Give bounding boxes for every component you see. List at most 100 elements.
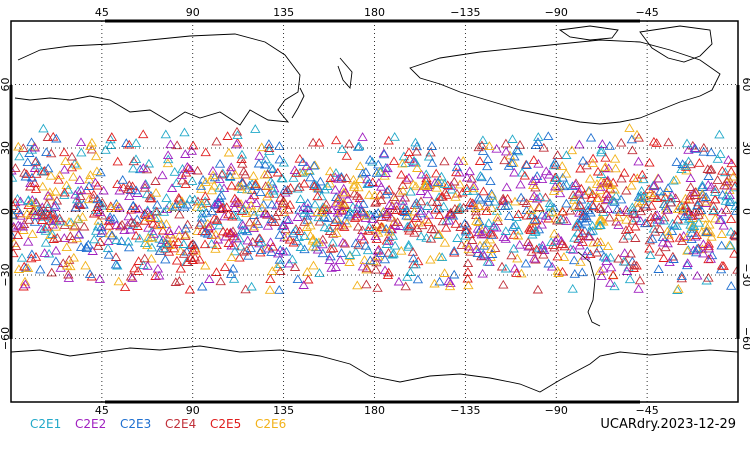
observation-marker [446,181,457,190]
observation-marker [602,176,613,186]
observation-marker [370,197,381,207]
observation-marker [411,146,422,156]
observation-marker [408,179,419,189]
observation-marker [403,211,414,221]
observation-marker [213,198,224,208]
observation-marker [561,168,572,178]
observation-marker [38,123,49,133]
observation-marker [242,235,253,245]
observation-marker [211,215,223,224]
observation-marker [123,242,135,252]
observation-marker [561,198,572,208]
observation-marker [240,284,251,294]
observation-marker [263,243,274,253]
observation-marker [294,182,305,191]
observation-marker [609,197,620,206]
observation-marker [570,180,581,189]
lon-tick-label-bottom: 90 [186,404,200,417]
observation-marker [124,139,135,149]
observation-marker [703,241,714,251]
greenland-coast [639,25,713,63]
observation-marker [311,237,322,247]
observation-marker [569,255,580,265]
observation-marker [496,261,508,271]
observation-marker [264,146,275,155]
observation-marker [613,212,624,222]
observation-marker [440,222,452,232]
legend-item-c2e6: C2E6 [255,417,287,431]
observation-marker [81,241,92,251]
lat-tick-label-right: 30 [740,141,750,155]
observation-marker [635,206,646,216]
observation-marker [125,217,137,227]
observation-marker [162,150,174,160]
observation-marker [236,154,247,163]
observation-marker [205,221,216,231]
observation-marker [272,167,283,177]
observation-marker [73,229,84,239]
observation-marker [187,255,198,264]
observation-marker [605,278,616,287]
observation-marker [610,163,621,173]
observation-marker [331,135,342,145]
observation-marker [378,149,390,159]
observation-marker [480,201,491,211]
observation-marker [408,157,420,167]
observation-marker [692,243,703,253]
observation-marker [549,228,560,238]
observation-marker [596,147,607,157]
observation-marker [251,216,262,226]
observation-marker [714,215,725,224]
observation-marker [237,225,248,235]
observation-marker [638,174,649,184]
observation-marker [209,213,220,223]
observation-marker [498,279,509,289]
observation-marker [397,180,408,189]
observation-marker [11,241,22,250]
observation-marker [330,168,342,177]
observation-marker [37,211,49,221]
observation-marker [483,196,494,206]
observation-marker [683,156,694,166]
observation-marker [175,198,186,208]
observation-marker [636,186,647,195]
observation-marker [364,190,375,199]
observation-marker [672,204,683,213]
observation-marker [401,210,412,220]
observation-marker [305,207,316,217]
observation-marker [55,263,66,272]
observation-marker [371,168,382,177]
observation-marker [111,235,122,245]
observation-marker [339,222,350,231]
observation-marker [436,191,447,201]
observation-marker [130,185,142,195]
observation-marker [429,224,440,234]
observation-marker [202,228,214,238]
observation-marker [245,243,256,252]
observation-marker [441,190,452,199]
observation-marker [199,227,211,237]
observation-marker [410,213,421,222]
observation-marker [78,199,89,209]
observation-marker [175,263,186,273]
observation-marker [565,205,576,215]
observation-marker [592,166,604,176]
observation-marker [460,230,471,240]
observation-marker [317,248,328,258]
observation-marker [355,174,366,183]
observation-marker [273,248,284,258]
observation-marker [645,188,656,198]
observation-marker [546,237,557,247]
observation-marker [226,180,237,190]
observation-marker [248,223,259,233]
observation-marker [63,217,75,226]
observation-marker [498,193,509,203]
observation-marker [487,249,498,258]
observation-marker [543,131,554,141]
observation-marker [434,276,445,286]
observation-marker [113,276,124,286]
observation-marker [604,212,615,222]
observation-marker [544,198,556,207]
observation-marker [248,221,260,231]
observation-marker [583,201,594,211]
